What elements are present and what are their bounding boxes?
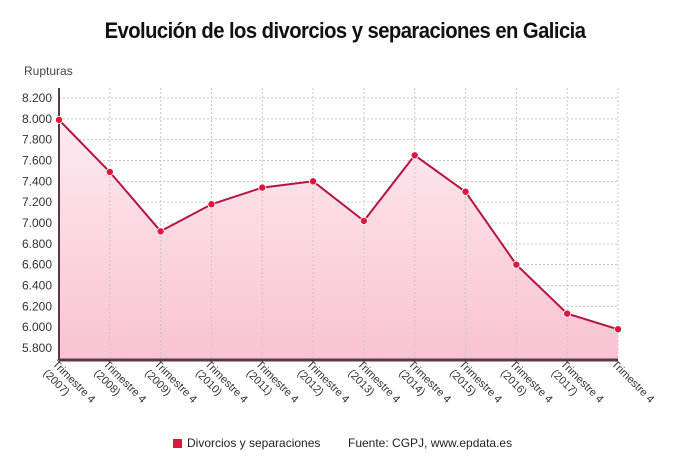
- legend-swatch: [173, 438, 182, 448]
- data-point-markers: [55, 115, 623, 334]
- chart-title: Evolución de los divorcios y separacione…: [104, 18, 586, 43]
- svg-text:7.200: 7.200: [22, 195, 52, 209]
- area-fill: [59, 119, 618, 361]
- svg-text:7.400: 7.400: [22, 174, 52, 188]
- svg-text:8.000: 8.000: [22, 112, 52, 126]
- svg-text:6.400: 6.400: [22, 279, 52, 293]
- svg-text:7.000: 7.000: [22, 216, 52, 230]
- legend-label: Divorcios y separaciones: [187, 436, 321, 450]
- vertical-grid-lines: [109, 88, 619, 360]
- svg-text:8.200: 8.200: [22, 91, 52, 105]
- svg-text:7.800: 7.800: [22, 133, 52, 147]
- source-note: Fuente: CGPJ, www.epdata.es: [348, 436, 513, 450]
- x-tick-labels: Trimestre 4(2007) Trimestre 4(2008) Trimes…: [41, 358, 657, 406]
- svg-text:Trimestre 4: Trimestre 4: [609, 358, 657, 406]
- svg-text:6.000: 6.000: [22, 320, 52, 334]
- svg-text:5.800: 5.800: [22, 341, 52, 355]
- axes: [58, 88, 618, 362]
- series-line: [58, 119, 619, 331]
- svg-text:6.600: 6.600: [22, 258, 52, 272]
- svg-text:6.800: 6.800: [22, 237, 52, 251]
- svg-text:6.200: 6.200: [22, 299, 52, 313]
- y-tick-labels: 5.800 6.000 6.200 6.400 6.600 6.800 7.000 7.200…: [22, 91, 52, 355]
- legend: Divorcios y separaciones: [173, 436, 320, 450]
- svg-text:7.600: 7.600: [22, 154, 52, 168]
- y-axis-label: Rupturas: [24, 64, 73, 78]
